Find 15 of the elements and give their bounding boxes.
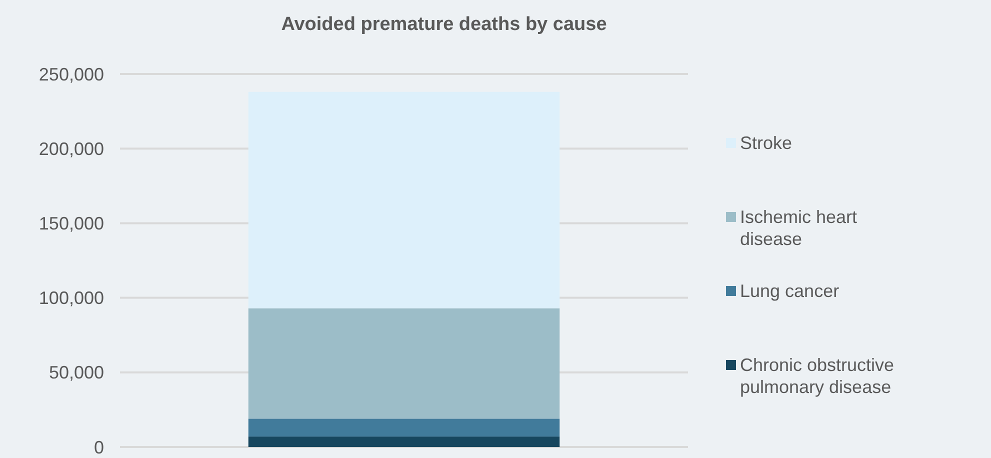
bar [248,418,560,437]
bar [248,308,560,419]
legend-label: Ischemic heart disease [740,207,858,249]
y-tick-label: 150,000 [38,214,104,234]
chart-title: Avoided premature deaths by cause [281,14,607,35]
y-tick-label: 50,000 [48,362,104,383]
y-tick-label: 250,000 [38,64,104,84]
bar [248,436,560,447]
bar [248,92,560,308]
y-tick-label: 200,000 [38,138,104,159]
y-tick-label: 0 [94,437,104,458]
legend-label: Chronic obstructive pulmonary disease [740,355,894,397]
legend-label: Stroke [740,133,792,153]
y-tick-label: 100,000 [38,288,104,308]
legend-label: Lung cancer [740,281,840,301]
